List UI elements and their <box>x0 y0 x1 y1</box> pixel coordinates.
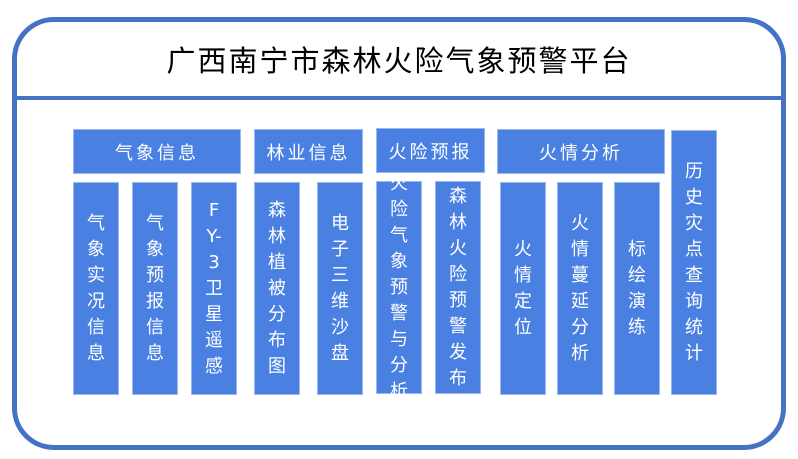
module-fire-spread-analysis: 火情蔓延分析 <box>557 182 603 395</box>
module-label: 火情蔓延分析 <box>570 212 589 364</box>
module-vegetation-map: 森林植被分布图 <box>254 182 300 395</box>
module-label: 电子三维沙盘 <box>330 212 349 364</box>
page-title: 广西南宁市森林火险气象预警平台 <box>166 44 632 78</box>
module-label: 历史灾点查询统计 <box>684 160 703 364</box>
module-label: 森林火险预警发布 <box>448 185 467 389</box>
module-weather-observation: 气象实况信息 <box>73 182 119 395</box>
module-fire-weather-warning: 火险气象预警与分析 <box>376 173 422 402</box>
module-label: FY-3卫星遥感 <box>204 199 223 377</box>
platform-frame <box>12 17 786 450</box>
module-history-query: 历史灾点查询统计 <box>671 130 717 395</box>
title-divider <box>12 96 786 100</box>
category-forestry-info: 林业信息 <box>254 129 363 174</box>
category-fire-risk-forecast: 火险预报 <box>376 128 485 173</box>
module-label: 标绘演练 <box>627 238 646 338</box>
module-label: 火险气象预警与分析 <box>389 172 408 402</box>
module-plotting-drill: 标绘演练 <box>614 182 660 395</box>
module-label: 森林植被分布图 <box>267 199 286 377</box>
module-fire-location: 火情定位 <box>500 182 546 395</box>
category-weather-info: 气象信息 <box>73 129 241 174</box>
module-weather-forecast: 气象预报信息 <box>132 182 178 395</box>
module-label: 气象实况信息 <box>86 212 105 364</box>
category-fire-analysis: 火情分析 <box>497 129 665 174</box>
module-3d-sandbox: 电子三维沙盘 <box>317 182 363 395</box>
module-fire-warning-release: 森林火险预警发布 <box>435 181 481 394</box>
module-label: 气象预报信息 <box>145 212 164 364</box>
module-label: 火情定位 <box>513 238 532 338</box>
module-fy3-satellite: FY-3卫星遥感 <box>191 182 237 395</box>
